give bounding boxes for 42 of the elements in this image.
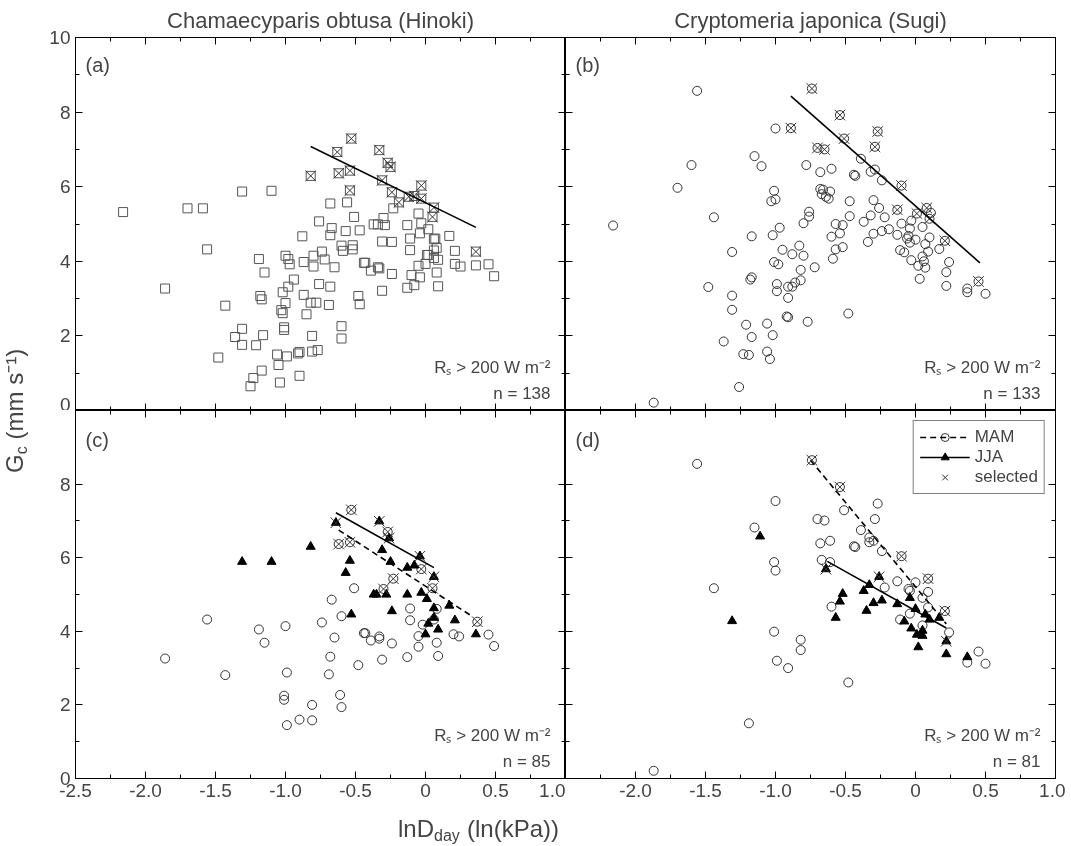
y-tick-label: 6 [59, 176, 71, 198]
annotation: n = 81 [992, 751, 1041, 771]
x-tick-label: -1.5 [689, 779, 722, 801]
y-tick-label: 8 [59, 473, 71, 495]
x-tick-label: 0 [910, 779, 921, 801]
x-tick-label: 0.5 [482, 779, 509, 801]
y-tick-label: 8 [59, 101, 71, 123]
legend-label: MAM [974, 427, 1015, 447]
chart-title: Chamaecyparis obtusa (Hinoki) [167, 7, 474, 33]
annotation: (d) [575, 428, 600, 451]
x-tick-label: 1.0 [539, 779, 566, 801]
x-tick-label: -0.5 [339, 779, 372, 801]
x-tick-label: 1.0 [1039, 779, 1066, 801]
y-tick-label: 4 [59, 250, 71, 272]
x-tick-label: -2.0 [619, 779, 652, 801]
annotation: n = 133 [983, 383, 1041, 403]
x-tick-label: 0.5 [972, 779, 999, 801]
x-tick-label: -1.0 [759, 779, 792, 801]
annotation: n = 85 [502, 751, 551, 771]
x-tick-label: -1.5 [199, 779, 232, 801]
y-tick-label: 0 [59, 393, 71, 415]
annotation: (a) [85, 53, 110, 76]
y-axis-title: Gc (mm s⁻¹) [1, 348, 30, 473]
legend-label: selected [974, 467, 1038, 487]
x-tick-label: -1.0 [269, 779, 302, 801]
annotation: Rₛ > 200 W m⁻² [434, 357, 551, 377]
y-tick-label: 6 [59, 547, 71, 569]
annotation: Rₛ > 200 W m⁻² [434, 725, 551, 745]
y-tick-label: 10 [49, 27, 71, 48]
x-tick-label: 0 [420, 779, 431, 801]
annotation: (b) [575, 53, 600, 76]
legend-label: JJA [974, 447, 1004, 467]
annotation: (c) [85, 428, 109, 451]
x-tick-label: -0.5 [829, 779, 862, 801]
annotation: Rₛ > 200 W m⁻² [924, 725, 1041, 745]
x-tick-label: -2.0 [129, 779, 162, 801]
y-tick-label: 2 [59, 694, 71, 716]
y-tick-label: 4 [59, 620, 71, 642]
annotation: n = 138 [493, 383, 551, 403]
chart-title: Cryptomeria japonica (Sugi) [674, 7, 947, 33]
annotation: Rₛ > 200 W m⁻² [924, 357, 1041, 377]
y-tick-label: 2 [59, 325, 71, 347]
